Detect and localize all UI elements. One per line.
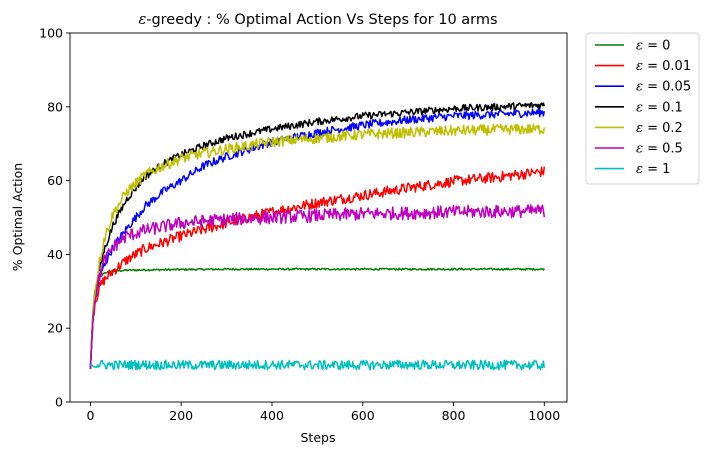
y-tick-label: 60 xyxy=(47,173,63,188)
x-tick-label: 600 xyxy=(351,408,375,423)
y-axis-label: % Optimal Action xyxy=(10,163,25,271)
y-axis-ticks: 0 20 40 60 80 100 xyxy=(39,26,70,410)
y-tick-label: 100 xyxy=(39,26,63,41)
title-text: -greedy : % Optimal Action Vs Steps for … xyxy=(146,12,497,28)
series-line xyxy=(89,204,546,369)
series-line xyxy=(89,267,545,369)
series-line xyxy=(89,107,546,369)
series-line xyxy=(89,102,546,369)
legend-label: ε = 1 xyxy=(636,162,670,177)
x-axis-label: Steps xyxy=(301,430,336,445)
plot-lines xyxy=(89,102,546,371)
axes-frame xyxy=(69,32,568,403)
x-tick-label: 200 xyxy=(169,408,193,423)
series-line xyxy=(90,359,546,371)
legend-items: ε = 0 ε = 0.01 ε = 0.05 ε = 0.1 ε = 0.2 ε = 0… xyxy=(595,39,691,177)
legend-label: ε = 0.2 xyxy=(636,121,683,136)
x-tick-label: 800 xyxy=(442,408,466,423)
y-tick-label: 80 xyxy=(47,99,63,114)
legend-label: ε = 0.01 xyxy=(636,59,691,74)
x-tick-label: 1000 xyxy=(528,408,560,423)
series-line xyxy=(89,166,546,369)
x-axis-ticks: 0 200 400 600 800 1000 xyxy=(86,402,560,423)
legend-label: ε = 0.1 xyxy=(636,100,683,115)
y-tick-label: 40 xyxy=(47,247,63,262)
legend-frame xyxy=(585,32,700,185)
legend-label: ε = 0.05 xyxy=(636,80,691,95)
chart-title: ε-greedy : % Optimal Action Vs Steps for… xyxy=(138,12,497,28)
title-epsilon: ε xyxy=(138,12,146,28)
legend-label: ε = 0.5 xyxy=(636,142,683,157)
x-tick-label: 0 xyxy=(86,408,94,423)
legend: ε = 0 ε = 0.01 ε = 0.05 ε = 0.1 ε = 0.2 ε = 0… xyxy=(585,32,700,185)
series-line xyxy=(89,123,546,369)
y-tick-label: 0 xyxy=(55,395,63,410)
x-tick-label: 400 xyxy=(260,408,284,423)
y-tick-label: 20 xyxy=(47,321,63,336)
legend-label: ε = 0 xyxy=(636,39,670,54)
